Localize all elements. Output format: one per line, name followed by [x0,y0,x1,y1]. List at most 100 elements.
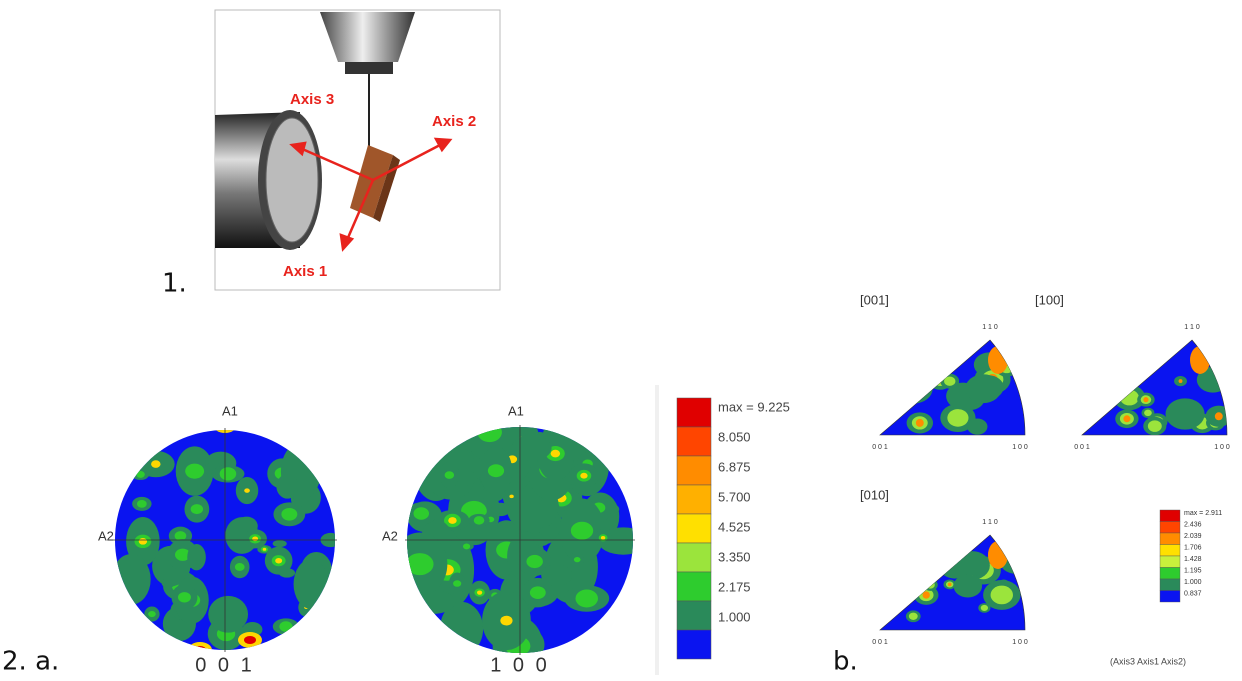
texture-blob [453,580,462,587]
ipf-corner: 0 0 1 [872,444,888,451]
texture-blob [575,589,598,608]
texture-blob [473,516,485,525]
texture-blob [500,615,513,626]
texture-blob [462,543,471,550]
ipf-corner: 1 1 0 [982,324,998,331]
legend-label: 1.000 [1184,579,1202,586]
legend-swatch [676,513,712,544]
texture-blob [902,378,926,398]
texture-blob [408,589,456,615]
texture-blob [136,499,147,508]
detector-face [265,117,319,243]
texture-blob [272,540,287,548]
schematic: Axis 3 Axis 2 Axis 1 [214,9,501,291]
separator [655,385,659,675]
texture-blob [448,517,457,524]
legend-label: 1.195 [1184,567,1202,574]
texture [115,430,335,650]
texture-blob [413,507,430,520]
legend-swatch [1159,521,1181,534]
texture-blob [570,521,594,540]
texture-blob [477,427,502,443]
texture-blob [185,463,205,479]
legend-swatch [676,542,712,573]
legend-label: 8.050 [718,429,751,444]
texture-blob [148,610,156,618]
texture-blob [161,577,176,588]
texture-blob [276,474,299,499]
pole-caption: 0 0 1 [195,654,254,676]
legend-swatch [676,455,712,486]
texture-blob [947,582,952,587]
legend-label: max = 9.225 [718,399,790,414]
texture-blob [511,434,552,461]
legend-swatch [1159,555,1181,568]
ipf: [010] 1 1 0 0 0 1 1 0 0 [860,487,1028,646]
legend-label: 1.000 [718,609,751,624]
texture-blob [208,595,249,633]
texture-blob [1119,389,1139,406]
texture-blob [967,418,988,435]
ipf-corner: 0 0 1 [1074,444,1090,451]
legend-label: 2.436 [1184,521,1202,528]
texture-blob [925,581,935,589]
texture-blob [444,471,455,479]
texture-blob [600,536,606,540]
texture-blob [922,578,938,591]
legend-swatch [1159,567,1181,580]
pole-label: A1 [222,403,238,418]
ipf: [001] 1 1 0 0 0 1 1 0 0 [860,292,1028,450]
legend-swatch [676,426,712,457]
arrowhead [433,137,453,153]
texture-blob [281,507,298,521]
texture-blob [922,591,930,599]
legend-label: 3.350 [718,549,751,564]
ipf-title: [001] [860,292,889,307]
ipf-corner: 1 1 0 [1184,324,1200,331]
texture-blob [491,502,511,517]
legend-label: max = 2.911 [1184,510,1222,517]
texture-blob [526,554,543,569]
texture-blob [1147,420,1162,432]
texture-blob [174,531,187,541]
ipf: [100] 1 1 0 0 0 1 1 0 0 [1035,292,1230,451]
pole-tip [345,62,393,74]
texture-blob [234,563,245,571]
ipf-corner: 0 0 1 [872,639,888,646]
legend-swatch [1159,578,1181,591]
legend-label: 6.875 [718,459,751,474]
texture-blob [550,449,561,458]
texture-blob [175,548,191,561]
legend-label: 2.039 [1184,533,1202,540]
texture-blob [244,488,250,493]
texture-blob [177,592,191,603]
texture-blob [187,543,206,571]
pole-figure: A1 A2 0 0 1 [98,403,337,676]
texture-blob [965,374,1002,404]
pole-label: A1 [508,403,524,418]
texture-blob [953,574,983,598]
legend-label: 4.525 [718,519,751,534]
panel-label: b. [833,647,858,677]
legend-swatch [676,397,712,428]
texture-blob [1165,398,1205,430]
texture-blob [541,564,573,587]
legend-label: 1.706 [1184,544,1202,551]
ipf-corner: 1 0 0 [1214,444,1230,451]
texture-blob [1114,370,1122,378]
ipf-corner: 1 0 0 [1012,639,1028,646]
texture-blob [509,494,514,499]
pole-legend: max = 9.225 8.050 6.875 5.700 4.525 3.350 2.17… [676,397,790,660]
pole-label: A2 [382,528,398,543]
texture-blob [136,470,145,478]
texture-blob [252,536,259,542]
texture-blob [980,604,989,611]
texture-blob [194,646,206,650]
ipf-title: [010] [860,487,889,502]
arrow [345,179,375,241]
axis-label: Axis 1 [283,263,327,280]
texture-blob [1108,363,1140,389]
texture-blob [1178,379,1183,384]
arrow [372,143,441,182]
